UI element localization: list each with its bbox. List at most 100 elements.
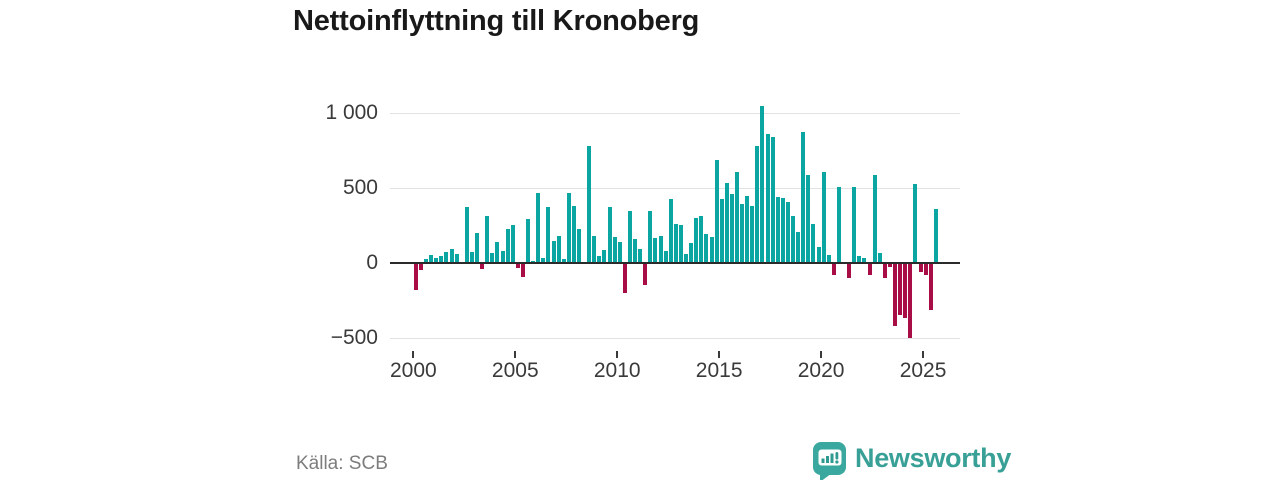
bar xyxy=(816,247,821,263)
bar xyxy=(571,205,576,263)
bar xyxy=(464,207,469,263)
bar xyxy=(678,224,683,263)
bar xyxy=(673,224,678,263)
bar xyxy=(643,264,648,285)
bar xyxy=(745,195,750,263)
bar xyxy=(852,187,857,263)
bar xyxy=(556,235,561,263)
bar xyxy=(923,264,928,275)
bar xyxy=(617,242,622,263)
bar xyxy=(475,233,480,263)
y-axis-labels: 1 000 500 0 −500 xyxy=(285,95,378,355)
bar xyxy=(775,197,780,263)
y-tick-label: 1 000 xyxy=(325,101,378,124)
bar xyxy=(495,242,500,263)
bar xyxy=(684,254,689,263)
x-tick-mark xyxy=(820,351,823,358)
bar xyxy=(704,234,709,263)
bar xyxy=(592,235,597,263)
bar xyxy=(887,264,892,267)
bar xyxy=(770,137,775,263)
bar xyxy=(796,231,801,263)
bar xyxy=(760,106,765,263)
x-tick-mark xyxy=(922,351,925,358)
bar xyxy=(903,264,908,318)
bar xyxy=(638,248,643,263)
bar xyxy=(831,264,836,276)
x-tick-mark xyxy=(616,351,619,358)
bar xyxy=(877,252,882,263)
bar xyxy=(872,174,877,263)
plot-area: 2000 2005 2010 2015 2020 2025 xyxy=(390,95,960,382)
bar xyxy=(602,249,607,263)
bar xyxy=(780,198,785,263)
chart-title: Nettoinflyttning till Kronoberg xyxy=(293,5,700,37)
bar xyxy=(836,186,841,263)
x-tick-mark xyxy=(514,351,517,358)
bar xyxy=(424,258,429,263)
bar xyxy=(612,236,617,263)
bar xyxy=(648,210,653,263)
bar xyxy=(740,203,745,263)
bar xyxy=(806,174,811,263)
gridline-1000 xyxy=(390,112,960,114)
gridline--500 xyxy=(390,337,960,339)
x-tick-label: 2005 xyxy=(491,359,539,382)
bar xyxy=(485,215,490,263)
bar xyxy=(526,219,531,263)
bar xyxy=(541,258,546,263)
bar xyxy=(510,225,515,263)
bar xyxy=(653,237,658,263)
bar xyxy=(719,198,724,263)
bar xyxy=(857,255,862,263)
bar xyxy=(577,228,581,263)
bar xyxy=(913,183,918,263)
bar xyxy=(587,145,592,263)
bar xyxy=(918,264,923,272)
bar xyxy=(413,264,418,291)
bar xyxy=(546,206,551,263)
y-tick-label: −500 xyxy=(330,326,378,349)
bar xyxy=(908,264,913,338)
bar xyxy=(449,249,454,263)
bar xyxy=(933,209,938,263)
x-tick-label: 2010 xyxy=(593,359,641,382)
bar xyxy=(898,264,903,315)
bar xyxy=(531,260,536,263)
bar xyxy=(500,250,505,263)
newsworthy-icon xyxy=(813,442,846,480)
x-tick-label: 2000 xyxy=(390,359,437,382)
bar xyxy=(729,194,734,263)
x-tick-label: 2015 xyxy=(695,359,743,382)
bar xyxy=(811,224,816,263)
bar xyxy=(469,251,474,263)
bar xyxy=(755,145,760,263)
y-tick-label: 500 xyxy=(342,176,378,199)
chart: 1 000 500 0 −500 2000 2005 2010 2015 2020 2025 xyxy=(285,95,960,382)
bar xyxy=(551,240,556,263)
bar xyxy=(826,255,831,263)
bar xyxy=(515,264,520,268)
bar xyxy=(765,134,770,263)
bar xyxy=(735,172,739,263)
x-tick-label: 2020 xyxy=(797,359,845,382)
bar xyxy=(622,264,627,294)
bar xyxy=(724,183,729,263)
bar xyxy=(893,264,898,326)
x-tick-mark xyxy=(412,351,415,358)
bar xyxy=(444,251,449,263)
bar xyxy=(862,258,867,263)
y-tick-label: 0 xyxy=(366,251,378,274)
x-tick-mark xyxy=(718,351,721,358)
bar xyxy=(750,205,755,263)
bar xyxy=(633,239,638,263)
zero-line xyxy=(390,262,960,264)
bar xyxy=(668,198,673,263)
bar xyxy=(429,254,434,263)
bar xyxy=(480,264,485,269)
bar xyxy=(418,264,423,270)
bar xyxy=(694,218,699,263)
bar xyxy=(607,206,612,263)
bar xyxy=(627,210,632,263)
